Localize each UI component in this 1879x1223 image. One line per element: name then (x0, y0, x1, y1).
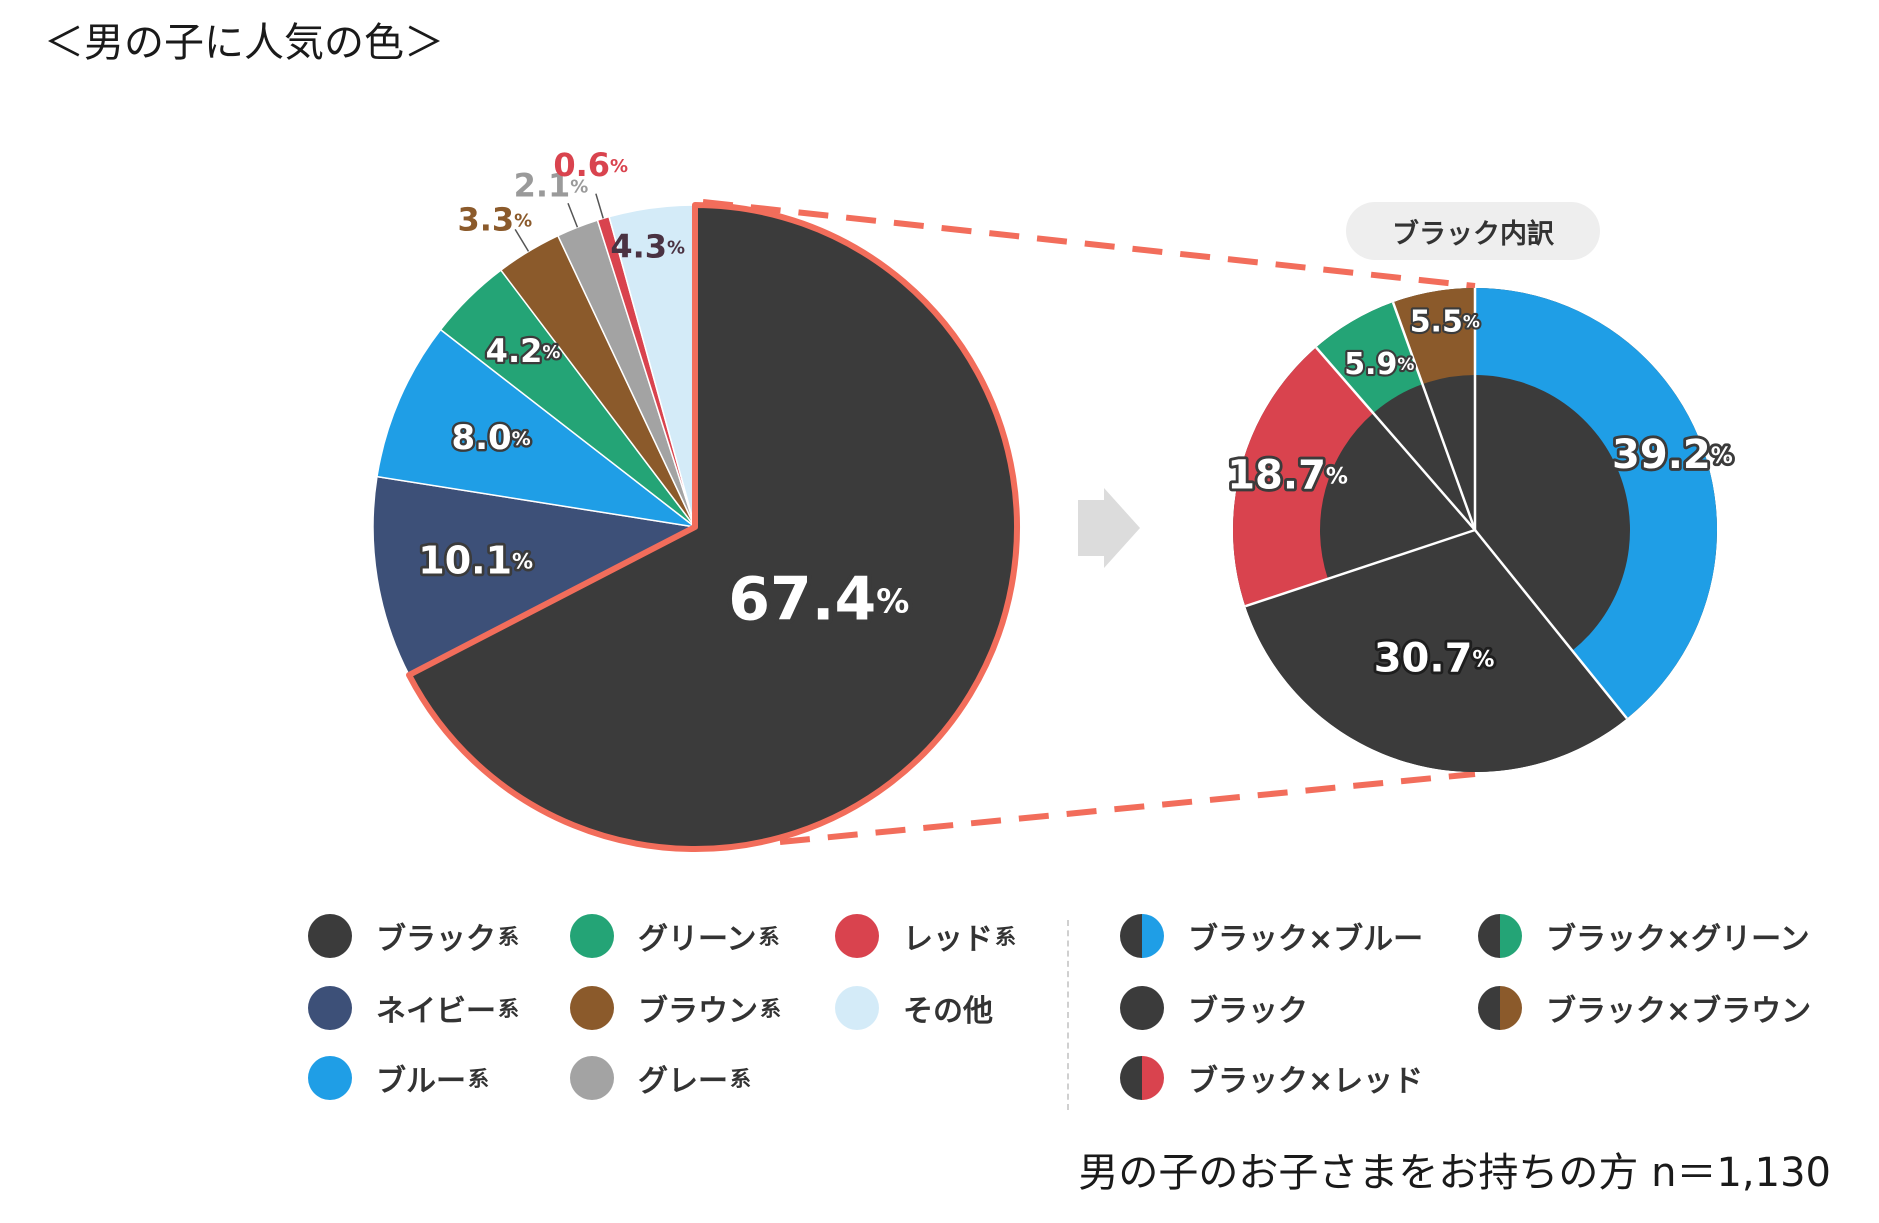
breakdown-slice-1 (1245, 530, 1627, 772)
spoke-4 (1391, 301, 1477, 531)
spoke-3 (1315, 346, 1476, 531)
spoke-2 (1244, 528, 1476, 608)
breakdown-slice-2 (1233, 347, 1374, 607)
legend-main-suffix: 系 (498, 925, 519, 949)
legend-main-swatch-icon (835, 986, 879, 1030)
main-label-2: 8.0% (451, 417, 530, 457)
breakdown-slice-0 (1475, 288, 1717, 719)
breakdown-title-badge: ブラック内訳 (1346, 202, 1600, 260)
legend-main-item-2: ブルー系 (308, 1054, 489, 1102)
legend-main-label: その他 (903, 994, 993, 1029)
legend-main-label: ネイビー (376, 994, 496, 1029)
legend-main-label: ブラウン (638, 994, 758, 1029)
main-label-6: 0.6% (553, 146, 628, 184)
legend-main-item-7: その他 (835, 984, 993, 1032)
main-label-0: 67.4% (728, 564, 909, 634)
breakdown-slice-3 (1316, 302, 1423, 414)
legend-main-swatch-icon (308, 1056, 352, 1100)
main-pie-chart (372, 202, 1020, 852)
legend-main-suffix: 系 (498, 997, 519, 1021)
legend-main-swatch-icon (308, 986, 352, 1030)
legend-main-suffix: 系 (760, 997, 781, 1021)
legend-breakdown-item-4: ブラック×ブラウン (1478, 984, 1811, 1032)
spoke-1 (1474, 529, 1628, 720)
legend-breakdown-swatch-icon (1120, 986, 1164, 1030)
legend-breakdown-swatch-icon (1120, 1056, 1164, 1100)
main-label-4: 3.3% (457, 201, 532, 239)
main-label-1: 10.1% (418, 538, 533, 582)
legend-breakdown-item-0: ブラック×ブルー (1120, 912, 1423, 960)
legend-main-item-4: ブラウン系 (570, 984, 781, 1032)
legend-main-suffix: 系 (758, 925, 780, 949)
main-slice-2 (376, 328, 696, 528)
breakdown-label-4: 5.5% (1410, 304, 1480, 339)
legend-main-label: グレー (638, 1064, 728, 1099)
arrow-shape (1078, 488, 1140, 568)
legend-breakdown-label: ブラック×グリーン (1546, 922, 1810, 957)
breakdown-slice-4 (1393, 288, 1475, 385)
connector-bottom (779, 771, 1476, 845)
legend-breakdown-label: ブラック×ブルー (1188, 922, 1424, 957)
legend-main-item-0: ブラック系 (308, 912, 519, 960)
highlight-outline (406, 202, 1020, 852)
leader-line-6 (595, 193, 604, 219)
legend-breakdown-label: ブラック (1188, 994, 1308, 1029)
zoom-connectors (702, 199, 1476, 845)
main-label-5: 2.1% (514, 166, 589, 204)
legend-main-swatch-icon (570, 986, 614, 1030)
main-label-3: 4.2% (486, 332, 561, 370)
leader-line-5 (567, 202, 579, 228)
legend-main-suffix: 系 (468, 1067, 489, 1091)
main-label-7: 4.3% (610, 228, 685, 266)
legend-breakdown-item-1: ブラック (1120, 984, 1308, 1032)
legend-breakdown-swatch-icon (1478, 986, 1522, 1030)
legend-breakdown-label: ブラック×ブラウン (1546, 994, 1812, 1029)
legend-main-label: ブルー (376, 1064, 466, 1099)
legend-main-label: ブラック (376, 922, 496, 957)
breakdown-donut-chart (1233, 288, 1717, 772)
data-labels: 67.4% 10.1% 8.0% 4.2% 3.3%2.1%0.6% 4.3% 39.2% 3… (416, 146, 1736, 684)
main-slice-1 (372, 475, 698, 676)
legend-main-suffix: 系 (995, 925, 1016, 949)
legend-main-swatch-icon (570, 914, 614, 958)
legend-main-item-3: グリーン系 (570, 912, 780, 960)
legend-main-label: レッド (903, 922, 993, 957)
connector-top (702, 199, 1476, 289)
legend-main-swatch-icon (570, 1056, 614, 1100)
legend-breakdown-swatch-icon (1478, 914, 1522, 958)
legend-main-swatch-icon (308, 914, 352, 958)
breakdown-label-0: 39.2% (1612, 432, 1733, 478)
legend-breakdown-swatch-icon (1120, 914, 1164, 958)
page-title: ＜男の子に人気の色＞ (44, 20, 444, 66)
arrow-icon (1078, 488, 1140, 568)
legend-main-item-1: ネイビー系 (308, 984, 519, 1032)
breakdown-label-2: 18.7% (1227, 453, 1348, 499)
legend-main-item-5: グレー系 (570, 1054, 751, 1102)
legend-breakdown-label: ブラック×レッド (1188, 1064, 1424, 1099)
breakdown-label-1: 30.7% (1374, 635, 1495, 681)
legend-divider (1067, 920, 1069, 1110)
legend-main-suffix: 系 (730, 1067, 751, 1091)
legend-main-label: グリーン (638, 922, 757, 957)
sample-size-note: 男の子のお子さまをお持ちの方 n＝1,130 (1078, 1150, 1831, 1196)
breakdown-label-3: 5.9% (1344, 346, 1414, 381)
legend-main-swatch-icon (835, 914, 879, 958)
legend-breakdown-item-2: ブラック×レッド (1120, 1054, 1423, 1102)
legend-main-item-6: レッド系 (835, 912, 1016, 960)
leader-line-4 (514, 228, 530, 252)
legend-breakdown-item-3: ブラック×グリーン (1478, 912, 1810, 960)
